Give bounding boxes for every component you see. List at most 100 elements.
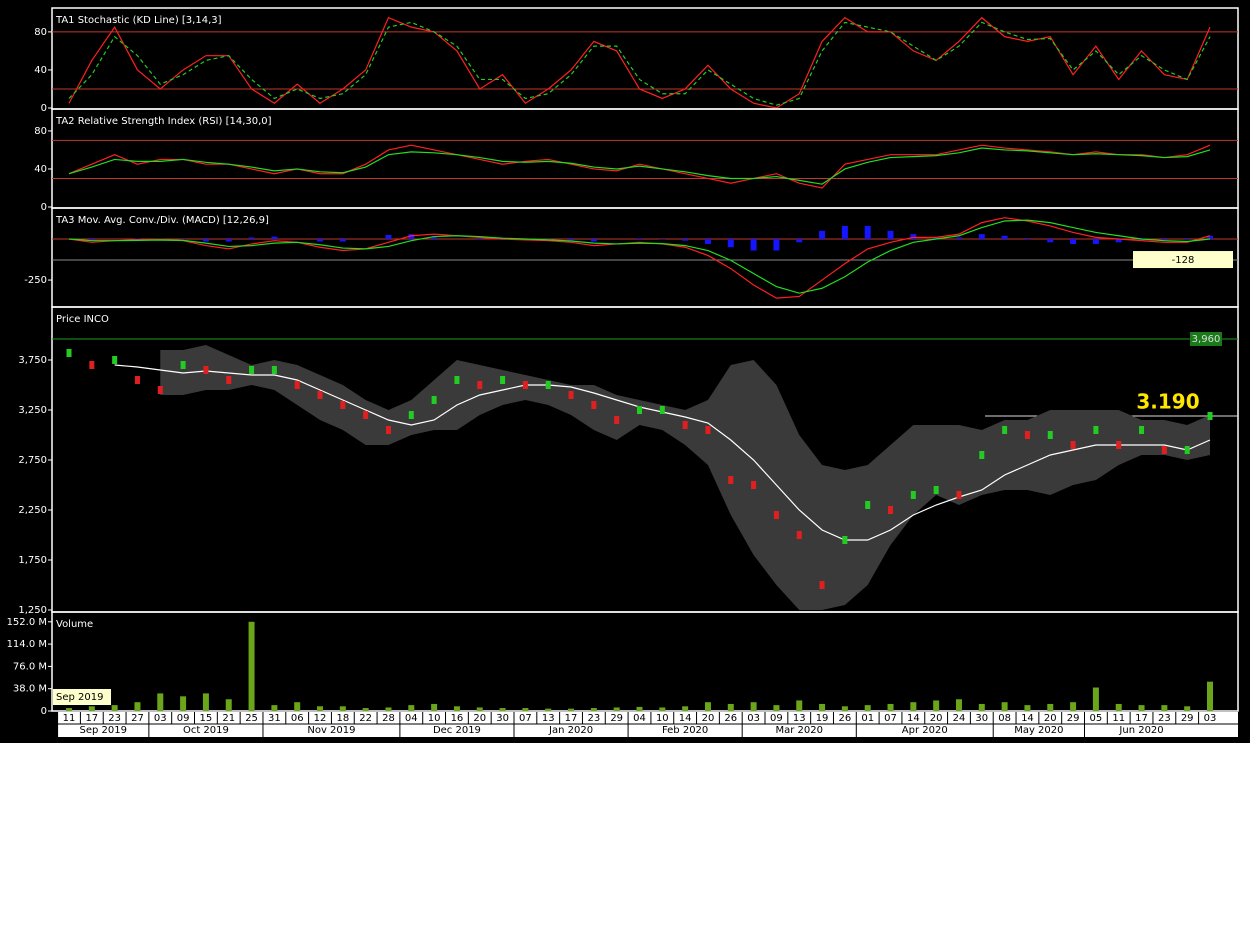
bar [727, 703, 734, 711]
y-tick-label: 1,250 [18, 605, 47, 616]
y-tick-label: 3,250 [18, 405, 47, 416]
bar [568, 708, 575, 711]
bar [773, 239, 780, 251]
bar [522, 708, 529, 711]
x-tick-label: 25 [245, 713, 258, 724]
bar [1092, 239, 1099, 244]
candle [910, 491, 916, 499]
bar [659, 707, 666, 711]
bar [1161, 705, 1168, 711]
candle [408, 411, 414, 419]
candle [1070, 441, 1076, 449]
candle [888, 506, 894, 514]
bar [88, 706, 95, 711]
candle [979, 451, 985, 459]
bar [796, 700, 803, 711]
bar [819, 230, 826, 240]
candle [682, 421, 688, 429]
x-tick-label: 09 [177, 713, 190, 724]
cursor-label: Sep 2019 [56, 692, 103, 703]
y-tick-label: 1,750 [18, 555, 47, 566]
bar [111, 705, 118, 711]
bar [157, 693, 164, 711]
candle [637, 406, 642, 414]
candle [591, 401, 597, 409]
candle [865, 501, 871, 509]
x-tick-label: 30 [496, 713, 509, 724]
bar [1184, 706, 1191, 711]
bar [294, 702, 301, 711]
candle [317, 391, 323, 399]
value-label: -128 [1172, 255, 1195, 266]
month-label: May 2020 [1014, 725, 1063, 736]
bar [1001, 702, 1008, 711]
month-label: Feb 2020 [662, 725, 708, 736]
bar [271, 236, 278, 240]
bar [1115, 703, 1122, 711]
bar [431, 703, 438, 711]
candle [1184, 446, 1190, 454]
panel-frame [51, 611, 1239, 712]
x-tick-label: 12 [314, 713, 327, 724]
y-tick-label: 40 [34, 164, 47, 175]
bar [636, 706, 643, 711]
y-tick-label: 2,250 [18, 505, 47, 516]
candle [705, 426, 711, 434]
x-tick-label: 11 [63, 713, 76, 724]
bar [887, 230, 894, 240]
bar [339, 239, 346, 242]
month-label: Apr 2020 [902, 725, 948, 736]
candle [340, 401, 346, 409]
bar [910, 702, 917, 711]
candle [1161, 446, 1167, 454]
panel-title: Price INCO [56, 314, 109, 325]
bar [978, 703, 985, 711]
candle [796, 531, 802, 539]
bar [499, 708, 506, 711]
x-tick-label: 13 [793, 713, 806, 724]
bar [248, 621, 255, 711]
candle [728, 476, 734, 484]
y-tick-label: 2,750 [18, 455, 47, 466]
month-label: Oct 2019 [183, 725, 229, 736]
x-tick-label: 17 [565, 713, 578, 724]
x-tick-label: 06 [291, 713, 304, 724]
y-tick-label: 0 [41, 103, 47, 114]
x-tick-label: 26 [724, 713, 737, 724]
candle [431, 396, 437, 404]
price-annotation: 3.190 [1136, 390, 1199, 414]
month-label: Jun 2020 [1118, 725, 1163, 736]
candle [1024, 431, 1030, 439]
bar [933, 237, 940, 240]
bar [408, 705, 415, 711]
candle [933, 486, 939, 494]
y-tick-label: 80 [34, 27, 47, 38]
bar [408, 234, 415, 240]
y-tick-label: 3,750 [18, 355, 47, 366]
candle [180, 361, 186, 369]
x-tick-label: 07 [519, 713, 532, 724]
bar [225, 239, 232, 242]
candle [157, 386, 163, 394]
y-tick-label: 38.0 M [13, 684, 47, 695]
candle [203, 366, 209, 374]
candle [614, 416, 620, 424]
bar [339, 706, 346, 711]
candle [112, 356, 118, 364]
series-line [68, 144, 1211, 189]
bar [568, 239, 575, 241]
x-tick-label: 18 [336, 713, 349, 724]
bar [955, 699, 962, 711]
x-tick-label: 11 [1112, 713, 1125, 724]
candle [271, 366, 277, 374]
x-tick-label: 14 [907, 713, 920, 724]
x-tick-label: 31 [268, 713, 281, 724]
cursor-box [53, 689, 111, 705]
bar [978, 234, 985, 240]
x-tick-label: 17 [1135, 713, 1148, 724]
bar [271, 705, 278, 711]
candle [89, 361, 95, 369]
candle [819, 581, 825, 589]
bar [773, 705, 780, 711]
